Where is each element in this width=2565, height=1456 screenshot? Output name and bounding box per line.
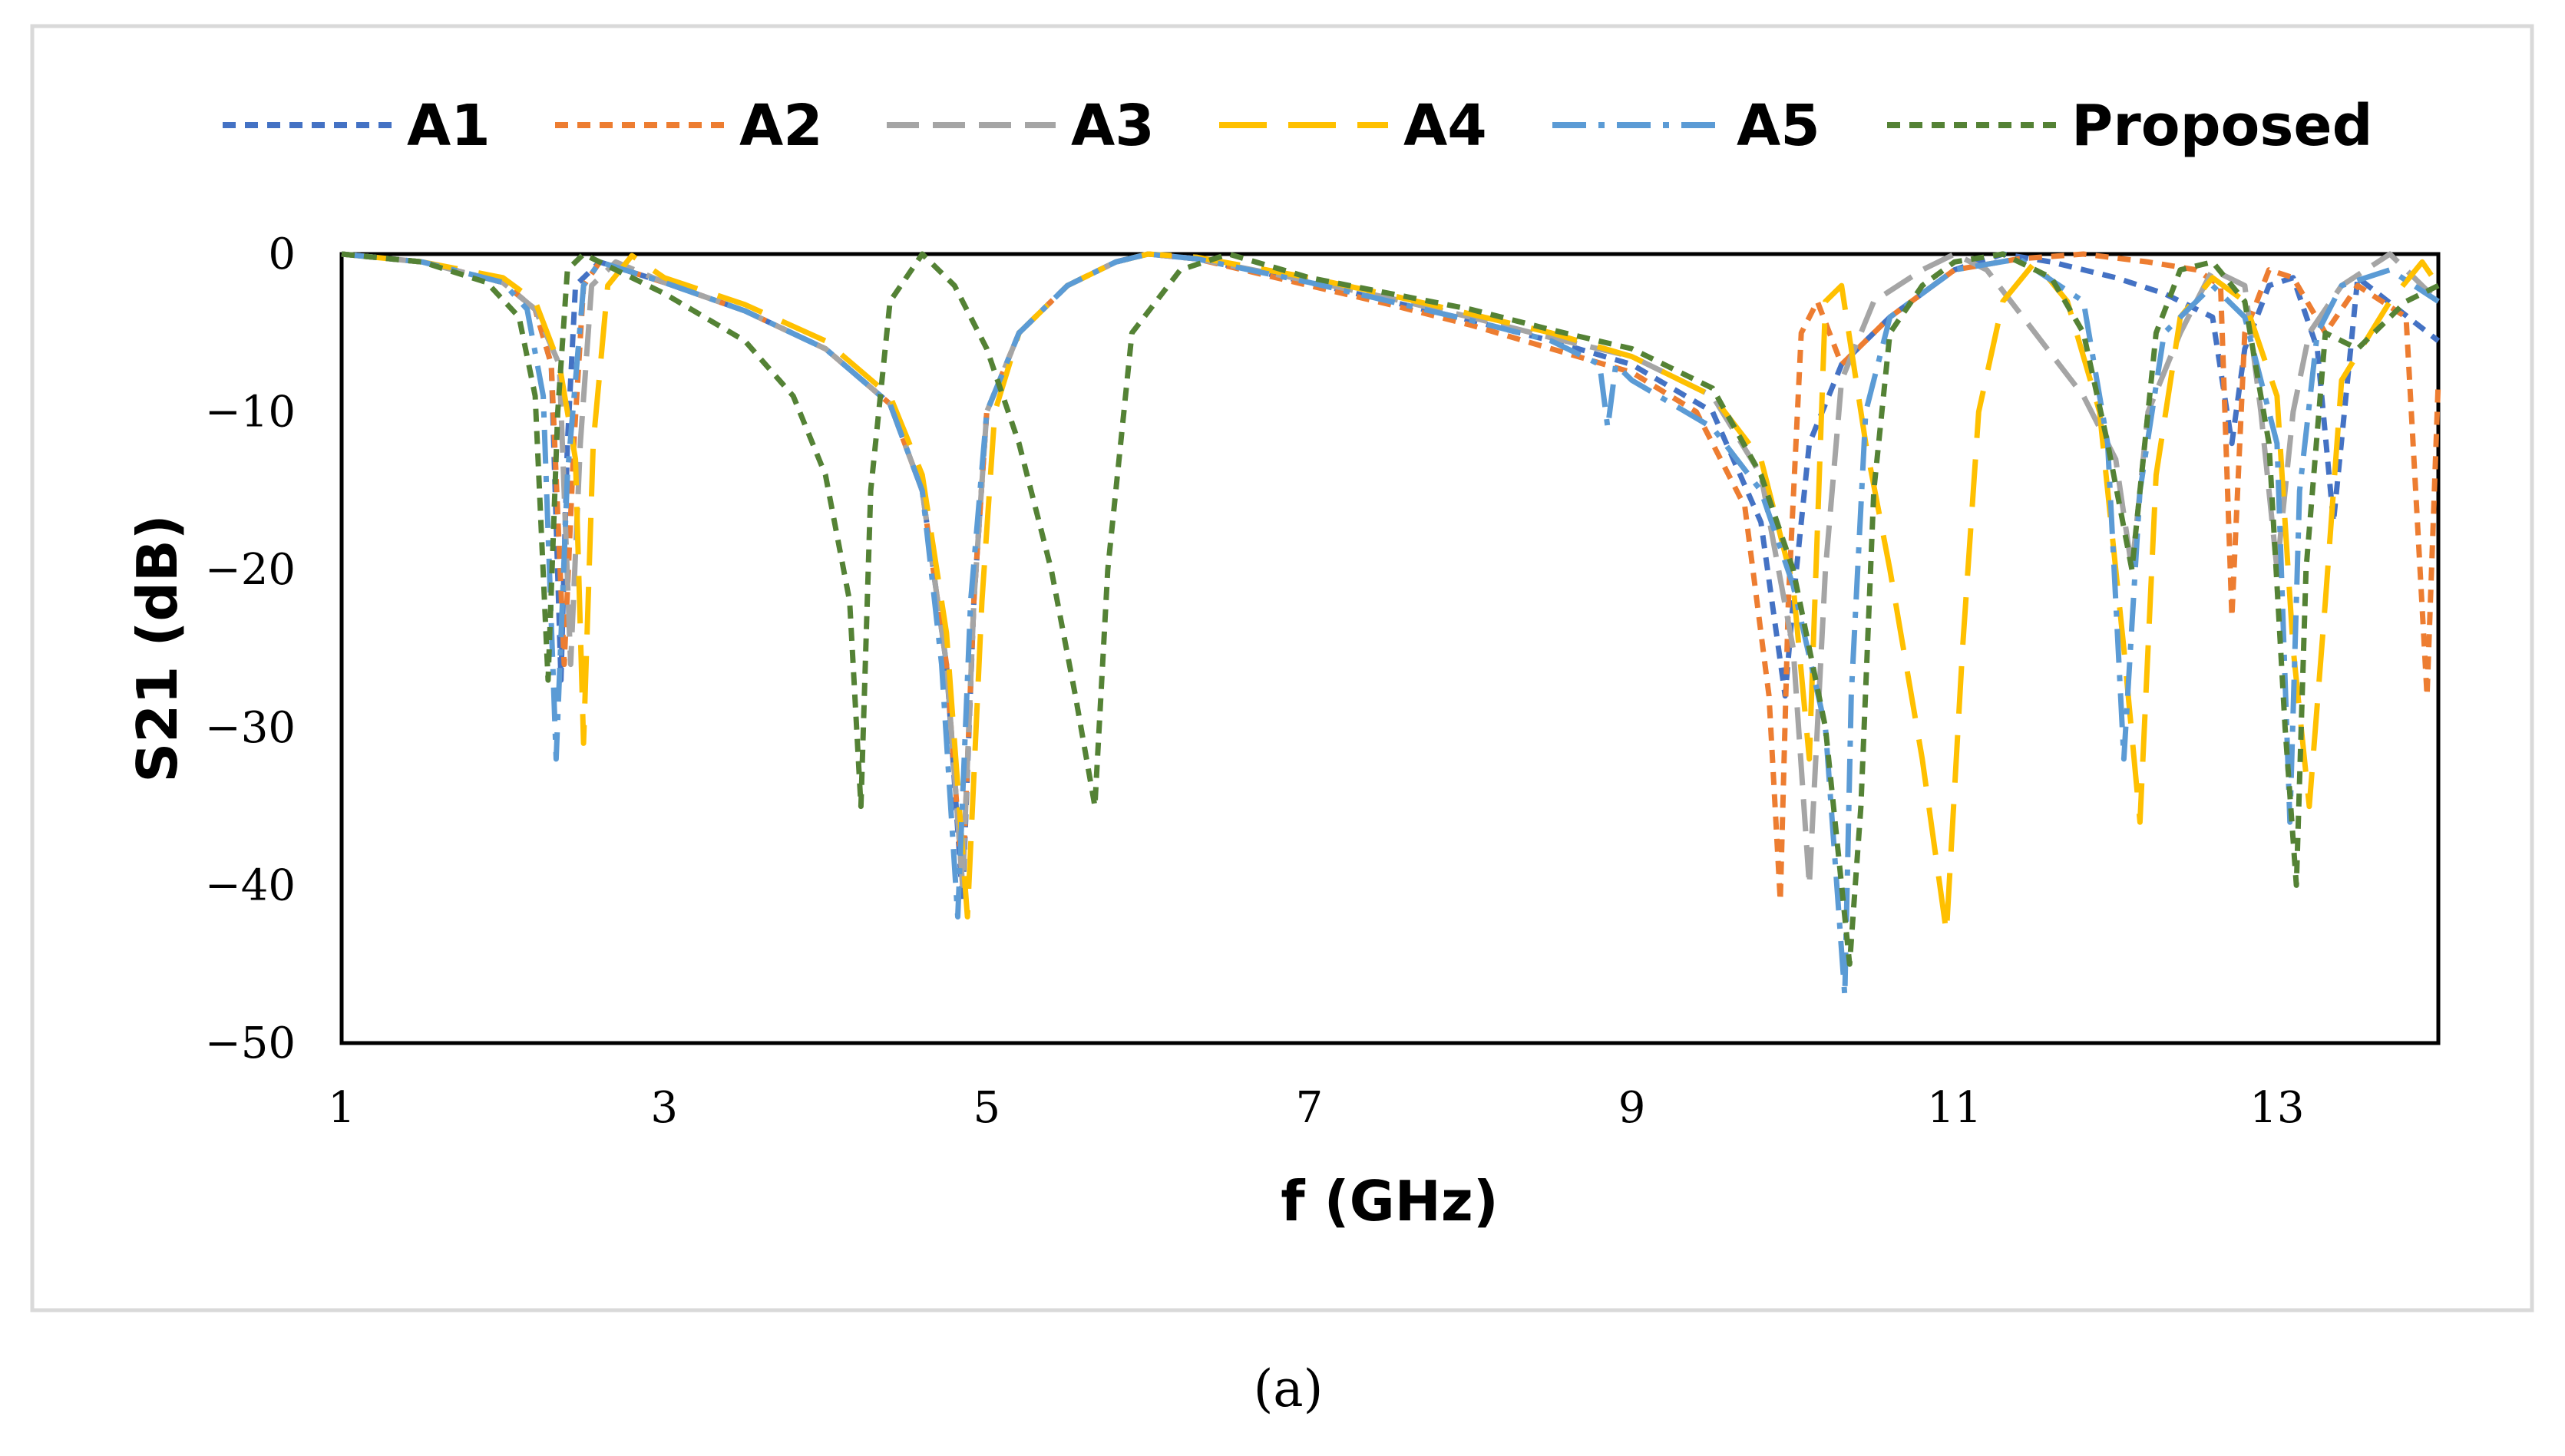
plot-area-border (339, 252, 2441, 1045)
x-tick-label: 1 (328, 1083, 355, 1133)
series-line-a3 (341, 251, 2441, 888)
x-tick-label: 7 (1296, 1083, 1324, 1133)
chart-frame (30, 24, 2534, 1312)
y-axis-title: S21 (dB) (125, 514, 190, 782)
legend-label-a3: A3 (1071, 93, 1155, 159)
axes-layer: 1 3 5 7 9 11 130−10−20−30−40−50 (205, 229, 2305, 1133)
x-tick-label: 5 (973, 1083, 1000, 1133)
series-layer (341, 251, 2441, 999)
legend-label-a1: A1 (407, 93, 491, 159)
legend-label-a2: A2 (739, 93, 823, 159)
x-tick-label: 11 (1927, 1083, 1982, 1133)
y-tick-label: −10 (205, 388, 296, 437)
y-tick-label: 0 (268, 229, 296, 279)
legend-label-a5: A5 (1737, 93, 1820, 159)
legend-label-a4: A4 (1403, 93, 1487, 159)
legend: A1 A2 A3 A4 A5 Proposed (223, 93, 2373, 159)
figure-caption: (a) (1254, 1359, 1324, 1418)
x-tick-label: 13 (2249, 1083, 2304, 1133)
series-line-proposed (341, 251, 2440, 967)
y-tick-label: −30 (205, 703, 296, 753)
y-tick-label: −40 (205, 860, 296, 910)
y-tick-label: −20 (205, 545, 296, 595)
x-tick-label: 3 (650, 1083, 678, 1133)
x-axis-title: f (GHz) (1281, 1169, 1498, 1233)
x-tick-label: 9 (1618, 1083, 1646, 1133)
y-tick-label: −50 (205, 1019, 296, 1068)
legend-label-proposed: Proposed (2071, 93, 2373, 159)
